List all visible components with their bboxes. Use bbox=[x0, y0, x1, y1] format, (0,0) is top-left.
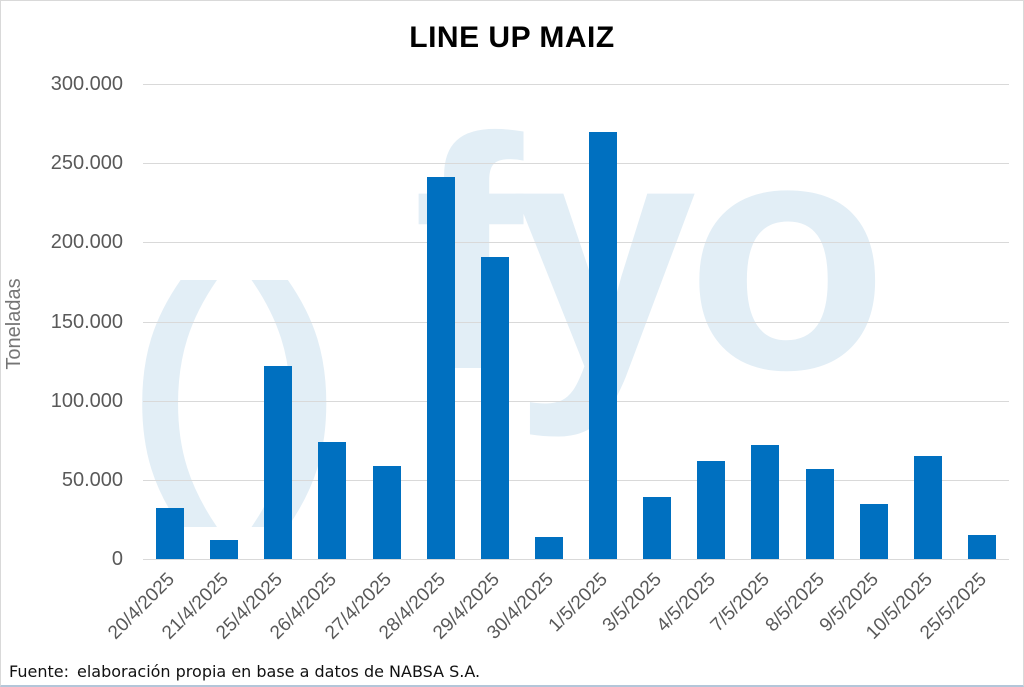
plot-area: 20/4/2025 21/4/2025 25/4/2025 26/4/2025 27/4… bbox=[104, 84, 1009, 644]
y-tick-label: 200.000 bbox=[50, 231, 123, 254]
gridline bbox=[143, 479, 1009, 481]
bar bbox=[967, 535, 996, 559]
bar bbox=[913, 456, 942, 559]
gridline bbox=[143, 163, 1009, 165]
y-tick-label: 0 bbox=[111, 548, 123, 570]
bar bbox=[480, 256, 509, 559]
gridline bbox=[143, 321, 1009, 323]
gridline bbox=[143, 400, 1009, 402]
x-tick-label: 8/5/2025 bbox=[761, 569, 829, 637]
source-note: Fuente: elaboración propia en base a dato… bbox=[9, 662, 480, 681]
bar bbox=[372, 465, 401, 559]
gridline bbox=[143, 559, 1009, 560]
x-tick-label: 7/5/2025 bbox=[707, 569, 775, 637]
gridline bbox=[143, 242, 1009, 244]
chart-title: LINE UP MAIZ bbox=[409, 21, 615, 54]
x-tick-label: 4/5/2025 bbox=[653, 569, 721, 637]
bar bbox=[264, 365, 293, 559]
y-tick-label: 300.000 bbox=[50, 73, 123, 95]
bar bbox=[426, 177, 455, 559]
bar bbox=[643, 497, 672, 559]
x-tick-label: 3/5/2025 bbox=[598, 569, 667, 637]
y-tick-label: 100.000 bbox=[50, 389, 123, 412]
bar bbox=[697, 460, 726, 559]
bar bbox=[589, 131, 618, 559]
bar bbox=[751, 445, 780, 559]
x-tick-label: 1/5/2025 bbox=[544, 569, 612, 637]
source-text: elaboración propia en base a datos de NA… bbox=[76, 662, 481, 681]
bar bbox=[534, 536, 563, 559]
source-label: Fuente: bbox=[9, 662, 69, 681]
bar bbox=[210, 540, 239, 559]
y-tick-label: 50.000 bbox=[61, 468, 123, 491]
bar bbox=[318, 441, 347, 559]
gridline bbox=[143, 84, 1009, 85]
y-tick-label: 150.000 bbox=[50, 310, 123, 333]
y-tick-label: 250.000 bbox=[50, 152, 123, 175]
bar bbox=[859, 503, 888, 559]
bar bbox=[156, 508, 185, 559]
bar bbox=[805, 468, 834, 559]
